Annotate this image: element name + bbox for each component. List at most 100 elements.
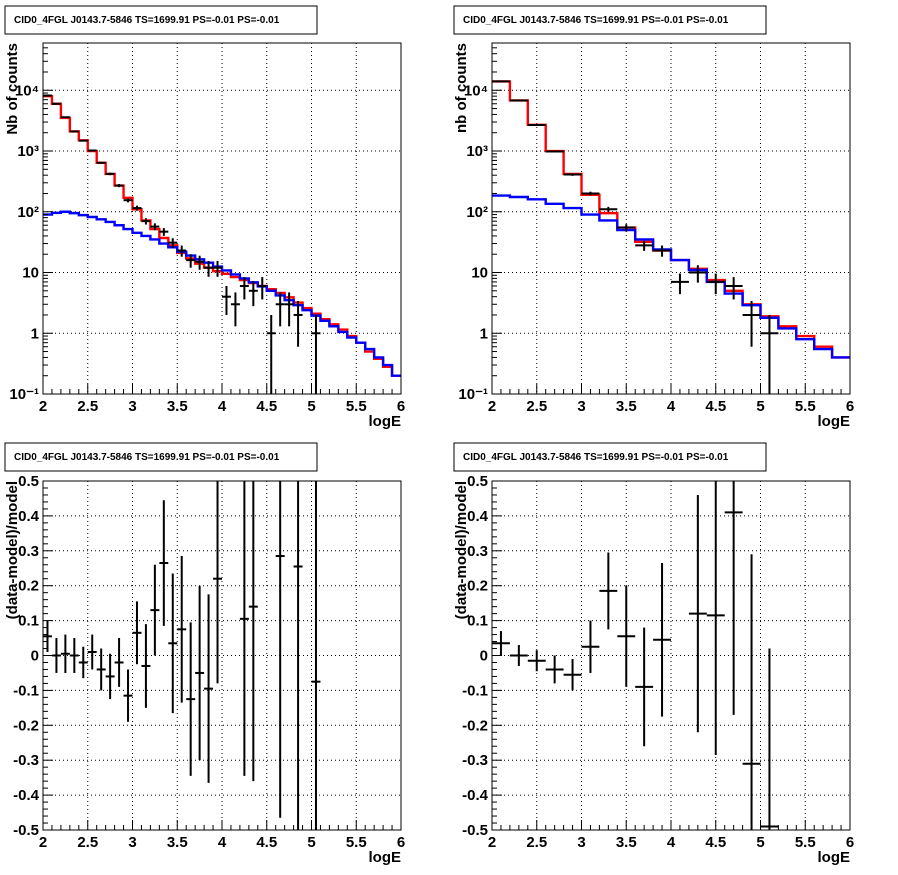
data-point [96, 648, 106, 691]
x-tick-label: 2.5 [77, 398, 98, 415]
data-point [195, 255, 205, 270]
x-axis-title: logE [369, 413, 402, 430]
data-point [123, 198, 133, 203]
x-tick-label: 6 [846, 398, 854, 415]
x-tick-label: 5.5 [346, 398, 367, 415]
x-tick-label: 3.5 [167, 834, 188, 851]
data-point [635, 627, 654, 747]
chart-title-frame [453, 5, 767, 35]
data-point [150, 223, 160, 231]
data-point [671, 273, 689, 295]
data-point [69, 638, 79, 673]
data-point [760, 648, 779, 830]
x-tick-label: 5 [307, 398, 315, 415]
chart-title-frame [4, 442, 318, 472]
y-tick-label: 0.5 [467, 473, 488, 490]
y-tick-label: -0.5 [13, 822, 39, 839]
data-point [509, 645, 528, 666]
x-tick-label: 4 [218, 398, 227, 415]
data-point [545, 655, 564, 684]
data-point [706, 273, 725, 295]
y-tick-label: 10² [17, 204, 39, 221]
chart-title: CID0_4FGL J0143.7-5846 TS=1699.91 PS=-0.… [14, 15, 280, 26]
chart-title-box: CID0_4FGL J0143.7-5846 TS=1699.91 PS=-0.… [453, 5, 767, 35]
data-point [186, 254, 196, 268]
data-point [293, 481, 303, 830]
data-point [599, 552, 618, 630]
data-point [168, 573, 178, 714]
x-tick-label: 3 [577, 398, 585, 415]
data-point [688, 265, 707, 283]
data-point [105, 172, 115, 176]
y-tick-label: -0.1 [13, 682, 39, 699]
data-point [545, 150, 564, 153]
x-tick-label: 2 [39, 398, 47, 415]
x-tick-label: 2.5 [526, 834, 547, 851]
data-point [248, 481, 258, 782]
chart-panel-4: 2 2.5 3 3.5 4 4.5 5 5.5 6 -0.5 -0.4 -0.3 -0.2 -0.1 0 0.… [453, 442, 854, 866]
x-tick-label: 4.5 [705, 834, 726, 851]
data-point [257, 277, 267, 300]
data-point [141, 624, 151, 708]
y-tick-label: 10⁴ [464, 82, 488, 99]
x-tick-label: 6 [846, 834, 854, 851]
x-tick-label: 4.5 [256, 398, 277, 415]
data-point [132, 205, 142, 211]
data-point [509, 99, 528, 102]
chart-panel-1: 2 2.5 3 3.5 4 4.5 5 5.5 6 10⁻¹ 1 10 10² 10³ 10⁴ logE Nb … [4, 5, 405, 430]
x-tick-label: 5.5 [795, 834, 816, 851]
y-tick-label: -0.2 [13, 717, 39, 734]
x-axis-title: logE [818, 413, 851, 430]
data-point [114, 184, 124, 188]
y-tick-label: 1 [480, 325, 488, 342]
data-point [724, 481, 743, 715]
chart-title: CID0_4FGL J0143.7-5846 TS=1699.91 PS=-0.… [14, 452, 280, 463]
data-point [230, 292, 240, 327]
data-point [239, 481, 249, 776]
x-tick-label: 4.5 [256, 834, 277, 851]
data-point [311, 481, 321, 830]
y-tick-label: 10 [471, 265, 488, 282]
data-point [653, 563, 671, 717]
y-axis-title: (data-model)/model [453, 481, 470, 619]
data-point [742, 554, 761, 830]
x-tick-label: 3 [128, 398, 136, 415]
data-point [132, 601, 142, 665]
y-tick-label: 0.2 [18, 578, 39, 595]
data-point [204, 260, 214, 277]
x-tick-label: 2 [488, 834, 496, 851]
data-point [266, 314, 276, 394]
data-point [204, 594, 214, 783]
data-point [284, 292, 294, 327]
x-tick-label: 4.5 [705, 398, 726, 415]
y-tick-label: 0.5 [18, 473, 39, 490]
data-point [123, 669, 133, 722]
data-point [527, 124, 546, 127]
x-tick-label: 4 [218, 834, 227, 851]
data-point [760, 314, 779, 394]
x-tick-label: 3 [128, 834, 136, 851]
data-point [51, 102, 61, 105]
data-point [724, 277, 743, 300]
chart-title: CID0_4FGL J0143.7-5846 TS=1699.91 PS=-0.… [463, 15, 729, 26]
data-point [599, 206, 618, 212]
data-point [150, 564, 160, 656]
y-tick-label: 10³ [466, 143, 488, 160]
x-tick-label: 5.5 [346, 834, 367, 851]
data-point [60, 116, 70, 119]
data-point [114, 638, 124, 687]
data-point [78, 646, 88, 679]
data-point [105, 653, 115, 700]
data-point [141, 218, 151, 225]
data-point [653, 245, 671, 257]
data-point [222, 285, 231, 315]
y-tick-label: 0.3 [467, 543, 488, 560]
y-tick-label: 0.1 [467, 613, 488, 630]
x-tick-label: 3.5 [167, 398, 188, 415]
x-tick-label: 3 [577, 834, 585, 851]
data-point [581, 620, 600, 673]
y-tick-label: 10⁻¹ [9, 386, 39, 403]
x-tick-label: 2 [488, 398, 496, 415]
data-point [159, 228, 169, 236]
